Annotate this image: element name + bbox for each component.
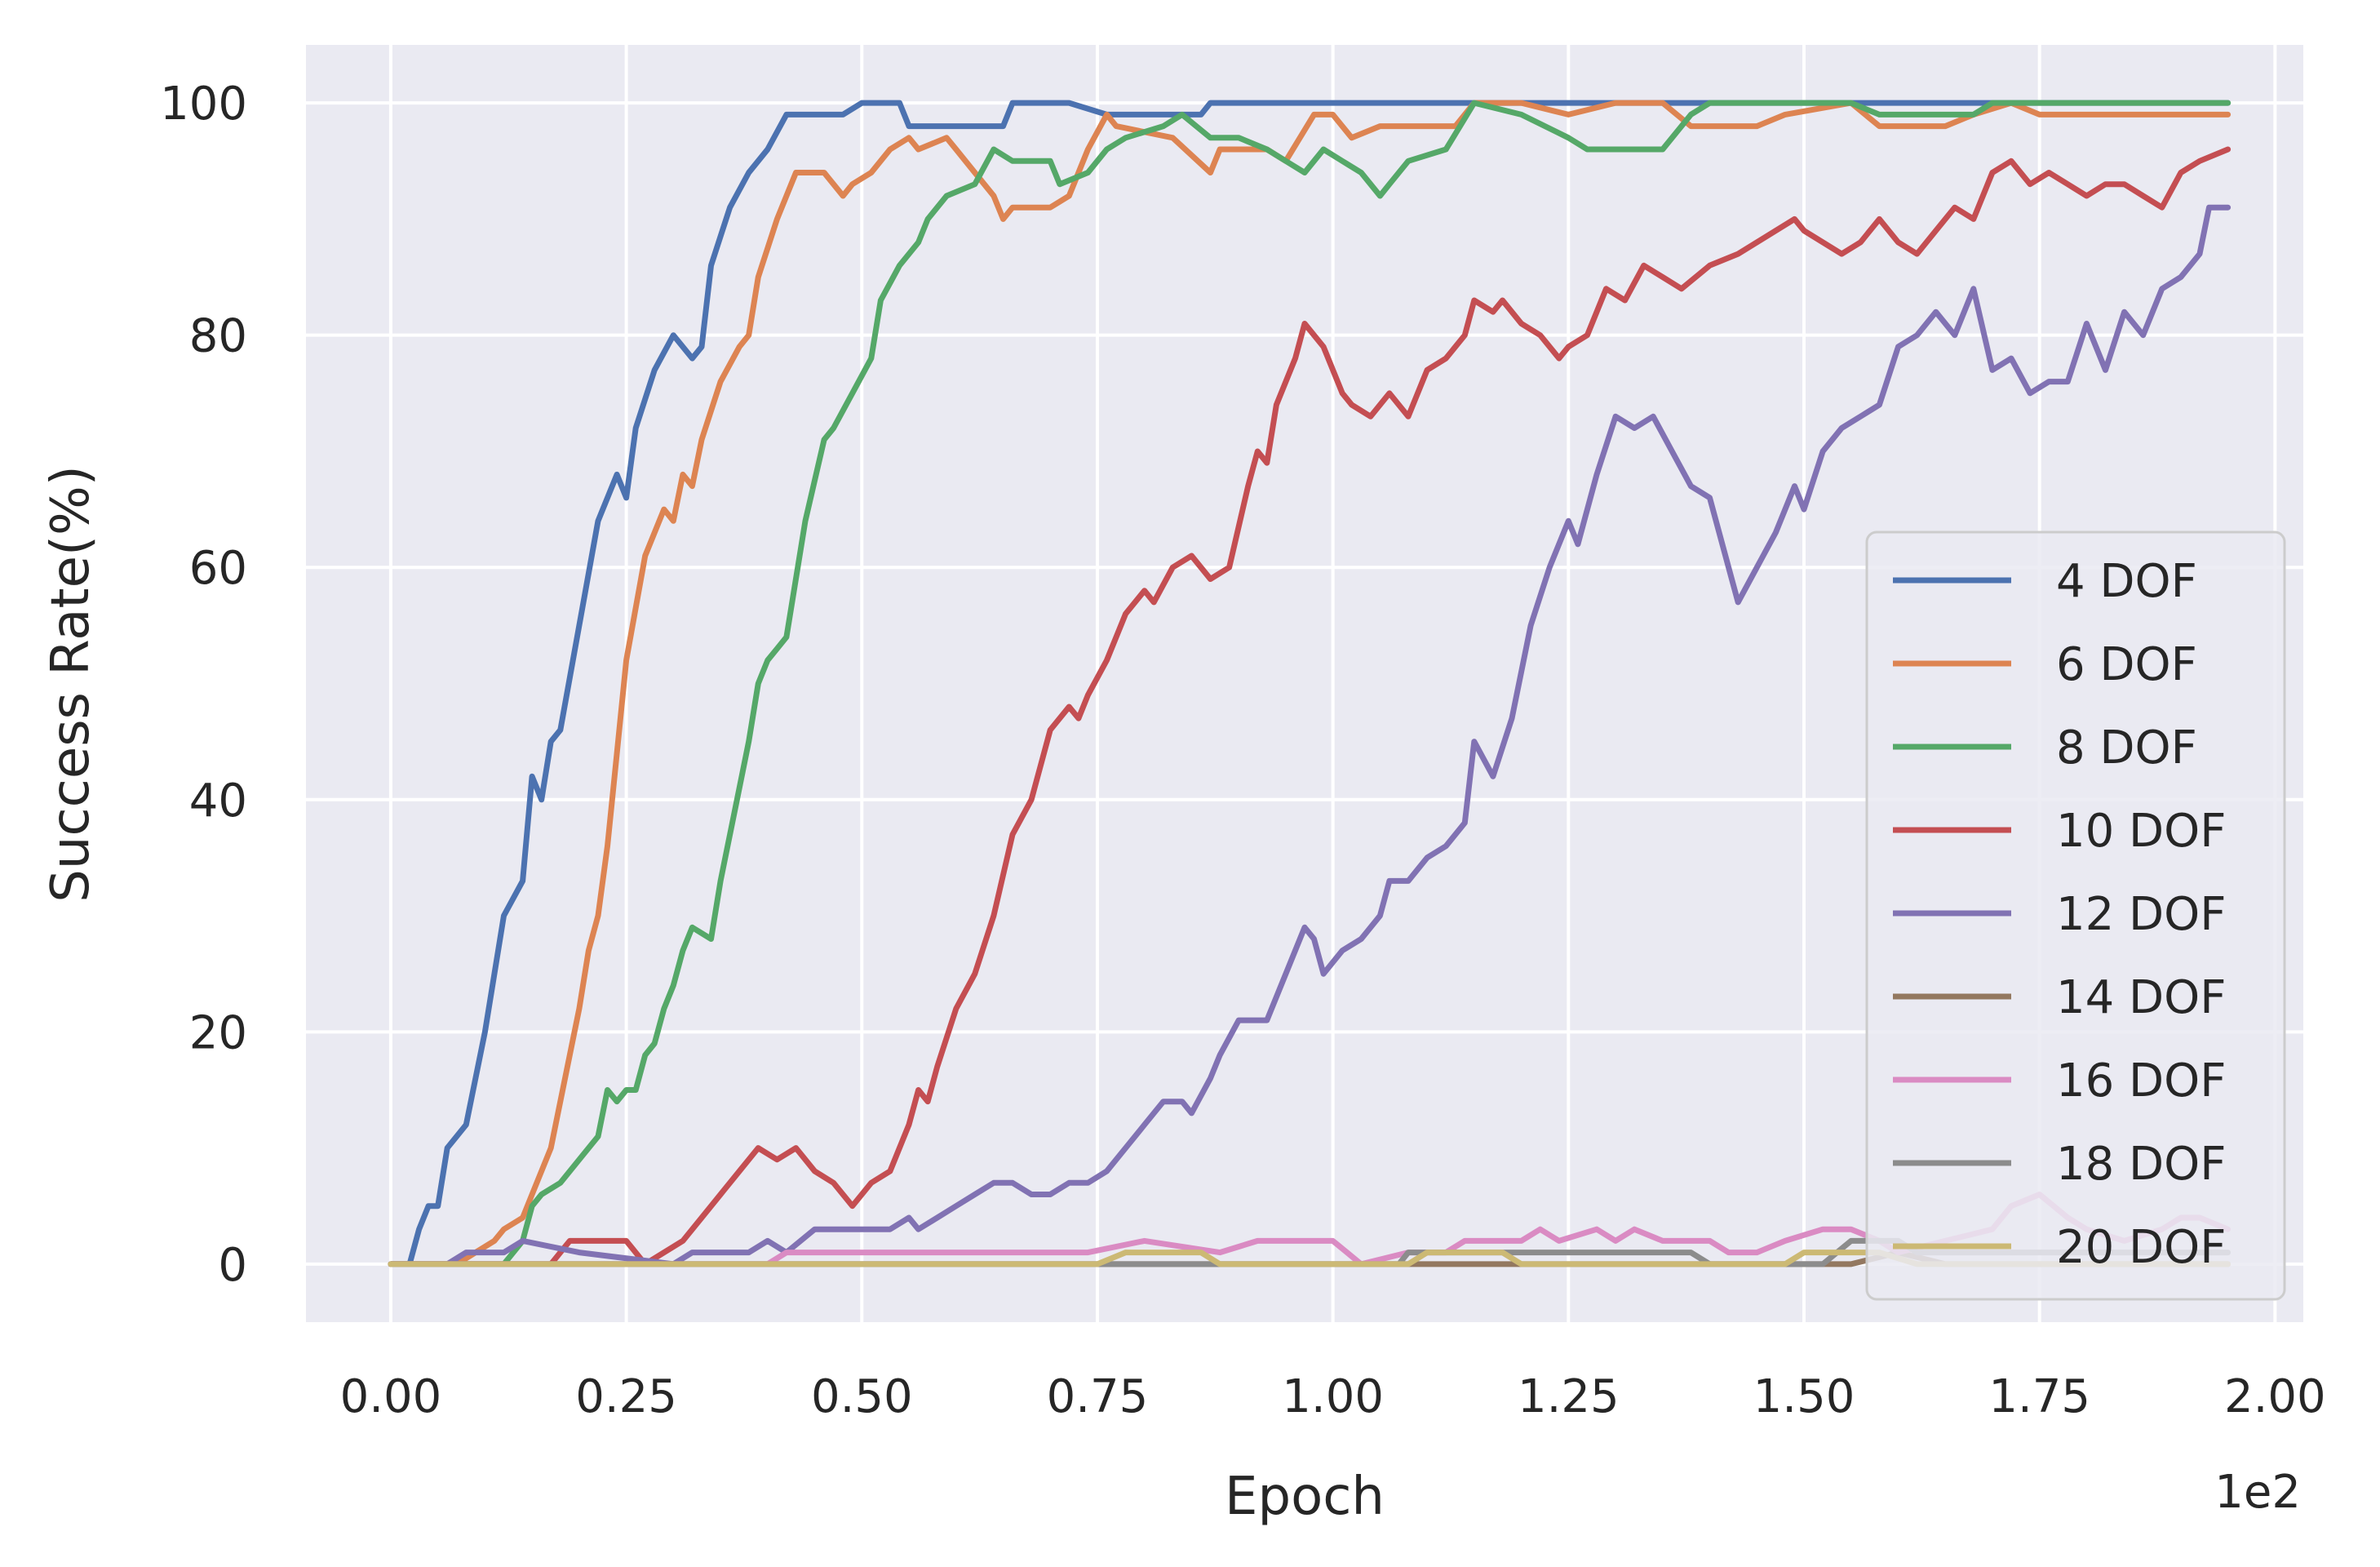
series-line-4-dof: [388, 100, 2232, 1267]
x-tick-label: 1.25: [1518, 1370, 1620, 1423]
x-tick-label: 2.00: [2224, 1370, 2326, 1423]
legend-label-6-dof: 6 DOF: [2056, 638, 2197, 691]
series-line-10-dof: [388, 146, 2232, 1267]
x-tick-label: 0.50: [811, 1370, 913, 1423]
y-axis-ticks: 0 20 40 60 80 100: [160, 78, 247, 1292]
legend-label-14-dof: 14 DOF: [2056, 971, 2226, 1024]
legend-label-8-dof: 8 DOF: [2056, 721, 2197, 775]
series-line-12-dof: [388, 204, 2232, 1267]
x-axis-ticks: 0.00 0.25 0.50 0.75 1.00 1.25 1.50 1.75 2.00: [340, 1370, 2326, 1423]
x-axis-offset-label: 1e2: [2214, 1466, 2301, 1519]
x-tick-label: 0.75: [1047, 1370, 1149, 1423]
x-tick-label: 1.50: [1753, 1370, 1855, 1423]
y-tick-label: 100: [160, 78, 247, 131]
legend-label-18-dof: 18 DOF: [2056, 1138, 2226, 1191]
legend-label-10-dof: 10 DOF: [2056, 805, 2226, 858]
y-tick-label: 80: [189, 310, 247, 363]
y-tick-label: 0: [218, 1239, 247, 1292]
y-axis-label: Success Rate(%): [41, 465, 101, 902]
legend-label-12-dof: 12 DOF: [2056, 888, 2226, 941]
x-tick-label: 1.00: [1282, 1370, 1384, 1423]
x-tick-label: 0.25: [575, 1370, 677, 1423]
y-tick-label: 60: [189, 542, 247, 595]
y-tick-label: 40: [189, 775, 247, 828]
legend: 4 DOF 6 DOF 8 DOF 10 DOF 12 DOF 14 DOF 16 DOF 1…: [1865, 530, 2286, 1301]
y-tick-label: 20: [189, 1006, 247, 1059]
legend-label-20-dof: 20 DOF: [2056, 1221, 2226, 1274]
x-tick-label: 0.00: [340, 1370, 442, 1423]
series-line-6-dof: [388, 100, 2232, 1267]
x-tick-label: 1.75: [1988, 1370, 2090, 1423]
legend-label-16-dof: 16 DOF: [2056, 1054, 2226, 1108]
legend-label-4-dof: 4 DOF: [2056, 555, 2197, 608]
series-line-8-dof: [388, 100, 2232, 1267]
x-axis-label: Epoch: [1225, 1467, 1385, 1527]
legend-box: [1865, 530, 2286, 1301]
